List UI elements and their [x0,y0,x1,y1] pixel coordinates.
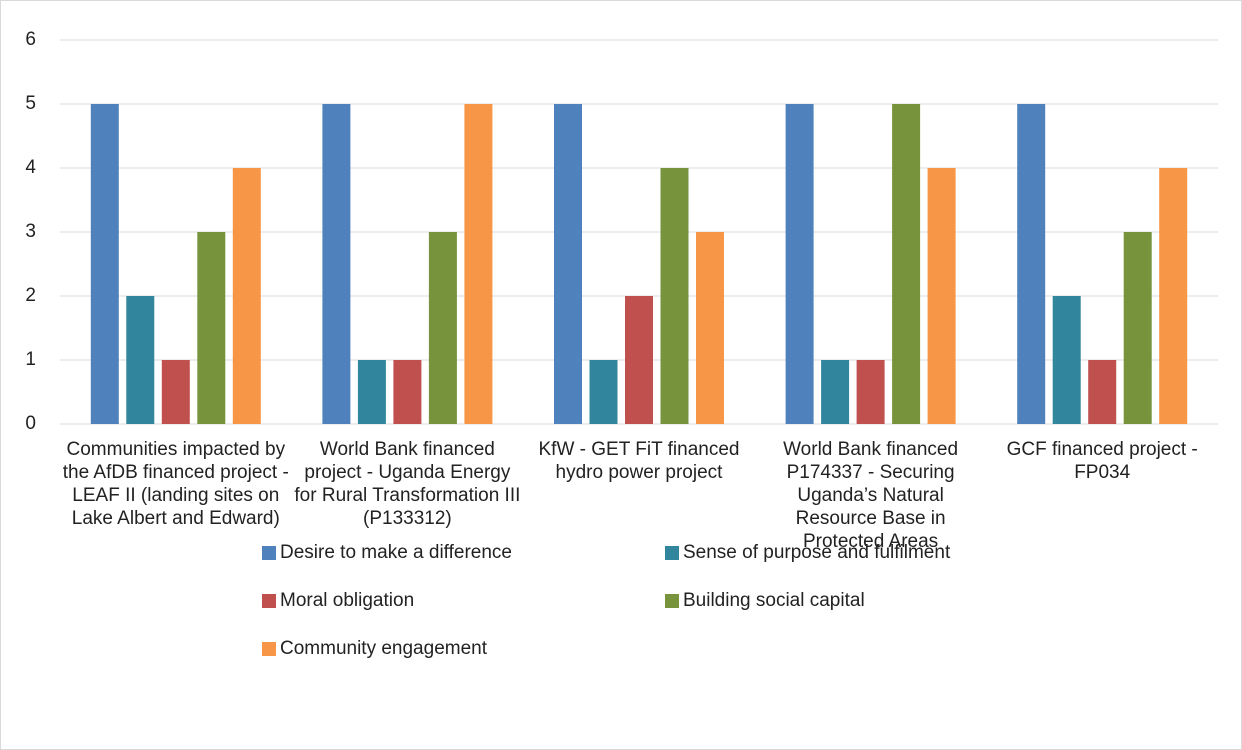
legend-swatch [262,642,276,656]
x-tick-label: GCF financed project - FP034 [1006,439,1198,483]
legend-swatch [665,594,679,608]
legend-label: Sense of purpose and fulfilment [683,542,951,563]
y-tick-label: 2 [25,285,36,306]
legend-swatch [262,594,276,608]
bar [197,232,226,424]
y-tick-label: 4 [25,157,36,178]
bar [625,296,653,424]
legend-swatch [665,546,679,560]
bar [856,360,885,424]
bar [554,104,582,424]
legend-label: Building social capital [683,590,865,611]
bar [232,168,261,424]
y-tick-label: 6 [25,29,36,50]
y-tick-label: 1 [25,349,36,370]
bar [428,232,457,424]
legend-label: Desire to make a difference [280,542,512,563]
bar [589,360,618,424]
y-tick-label: 0 [25,413,36,434]
legend-swatch [262,546,276,560]
bar [464,104,493,424]
bar [161,360,190,424]
bar [126,296,155,424]
bar [357,360,386,424]
bar [1088,360,1117,424]
legend-label: Community engagement [280,638,488,659]
x-tick-label: Communities impacted by the AfDB finance… [62,439,289,529]
x-tick-label: World Bank financed project - Uganda Ene… [294,439,521,529]
y-tick-label: 3 [25,221,36,242]
x-tick-label: KfW - GET FiT financed hydro power proje… [538,439,740,483]
y-tick-label: 5 [25,93,36,114]
bar [1017,104,1046,424]
bar [90,104,119,424]
bar [1123,232,1152,424]
bar [892,104,921,424]
bar [1052,296,1081,424]
bar [696,232,724,424]
bar [393,360,422,424]
bar [1159,168,1188,424]
bar [785,104,814,424]
bar [821,360,850,424]
bar [322,104,351,424]
bar [660,168,689,424]
x-tick-label: World Bank financed P174337 - Securing U… [783,439,959,552]
legend-label: Moral obligation [280,590,414,611]
bar [927,168,956,424]
